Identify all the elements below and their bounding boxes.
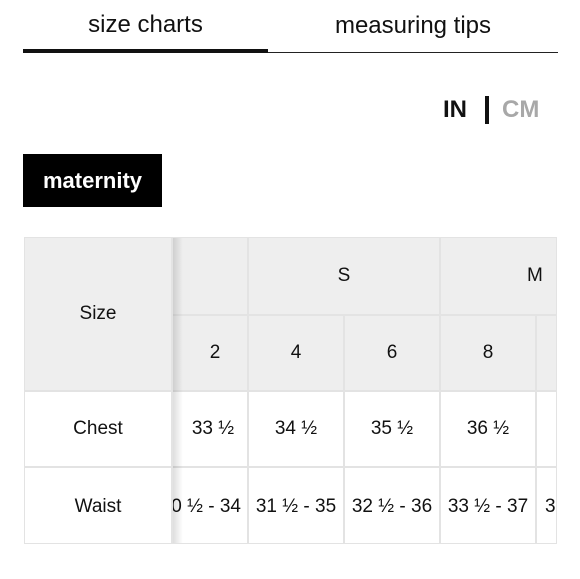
size-chart-table[interactable]: S M 2 4 6 8 33 ½ 34 ½ 35 ½ <box>24 237 557 544</box>
tab-measuring-tips[interactable]: measuring tips <box>268 0 558 53</box>
group-header-s: S <box>249 238 441 316</box>
maternity-button-label: maternity <box>42 167 143 193</box>
size-row-header: Size <box>25 238 173 392</box>
table-cell-chest-8: 36 ½ <box>441 392 537 468</box>
table-cell-chest-4: 34 ½ <box>249 392 345 468</box>
table-cell-chest-2: 33 ½ <box>173 392 249 468</box>
unit-cm-button[interactable]: CM <box>502 96 540 123</box>
size-header-4: 4 <box>249 316 345 392</box>
size-header-2: 2 <box>173 316 249 392</box>
row-label-chest: Chest <box>25 392 173 468</box>
size-header-10 <box>537 316 556 392</box>
size-header-8: 8 <box>441 316 537 392</box>
tab-size-charts[interactable]: size charts <box>23 0 268 53</box>
table-cell-waist-4: 31 ½ - 35 <box>249 468 345 543</box>
unit-toggle: IN CM <box>443 96 539 124</box>
table-cell-waist-8: 33 ½ - 37 <box>441 468 537 543</box>
table-cell-chest-6: 35 ½ <box>345 392 441 468</box>
unit-in-button[interactable]: IN <box>443 96 467 123</box>
table-cell-waist-10: 3 <box>537 468 556 543</box>
group-header-m: M <box>441 238 556 316</box>
tab-measuring-tips-label: measuring tips <box>334 12 492 39</box>
table-cell-chest-10 <box>537 392 556 468</box>
table-scroll-area[interactable]: S M 2 4 6 8 33 ½ 34 ½ 35 ½ <box>25 238 556 543</box>
tab-size-charts-label: size charts <box>88 10 203 38</box>
maternity-button[interactable]: maternity <box>23 154 162 207</box>
group-header-empty <box>173 238 249 316</box>
unit-divider <box>485 96 489 124</box>
size-header-6: 6 <box>345 316 441 392</box>
table-cell-waist-6: 32 ½ - 36 <box>345 468 441 543</box>
row-label-waist: Waist <box>25 468 173 543</box>
table-cell-waist-2: 30 ½ - 34 <box>173 468 249 543</box>
sticky-row-labels: Size Chest Waist <box>25 238 173 543</box>
sticky-column-shadow <box>173 238 183 543</box>
